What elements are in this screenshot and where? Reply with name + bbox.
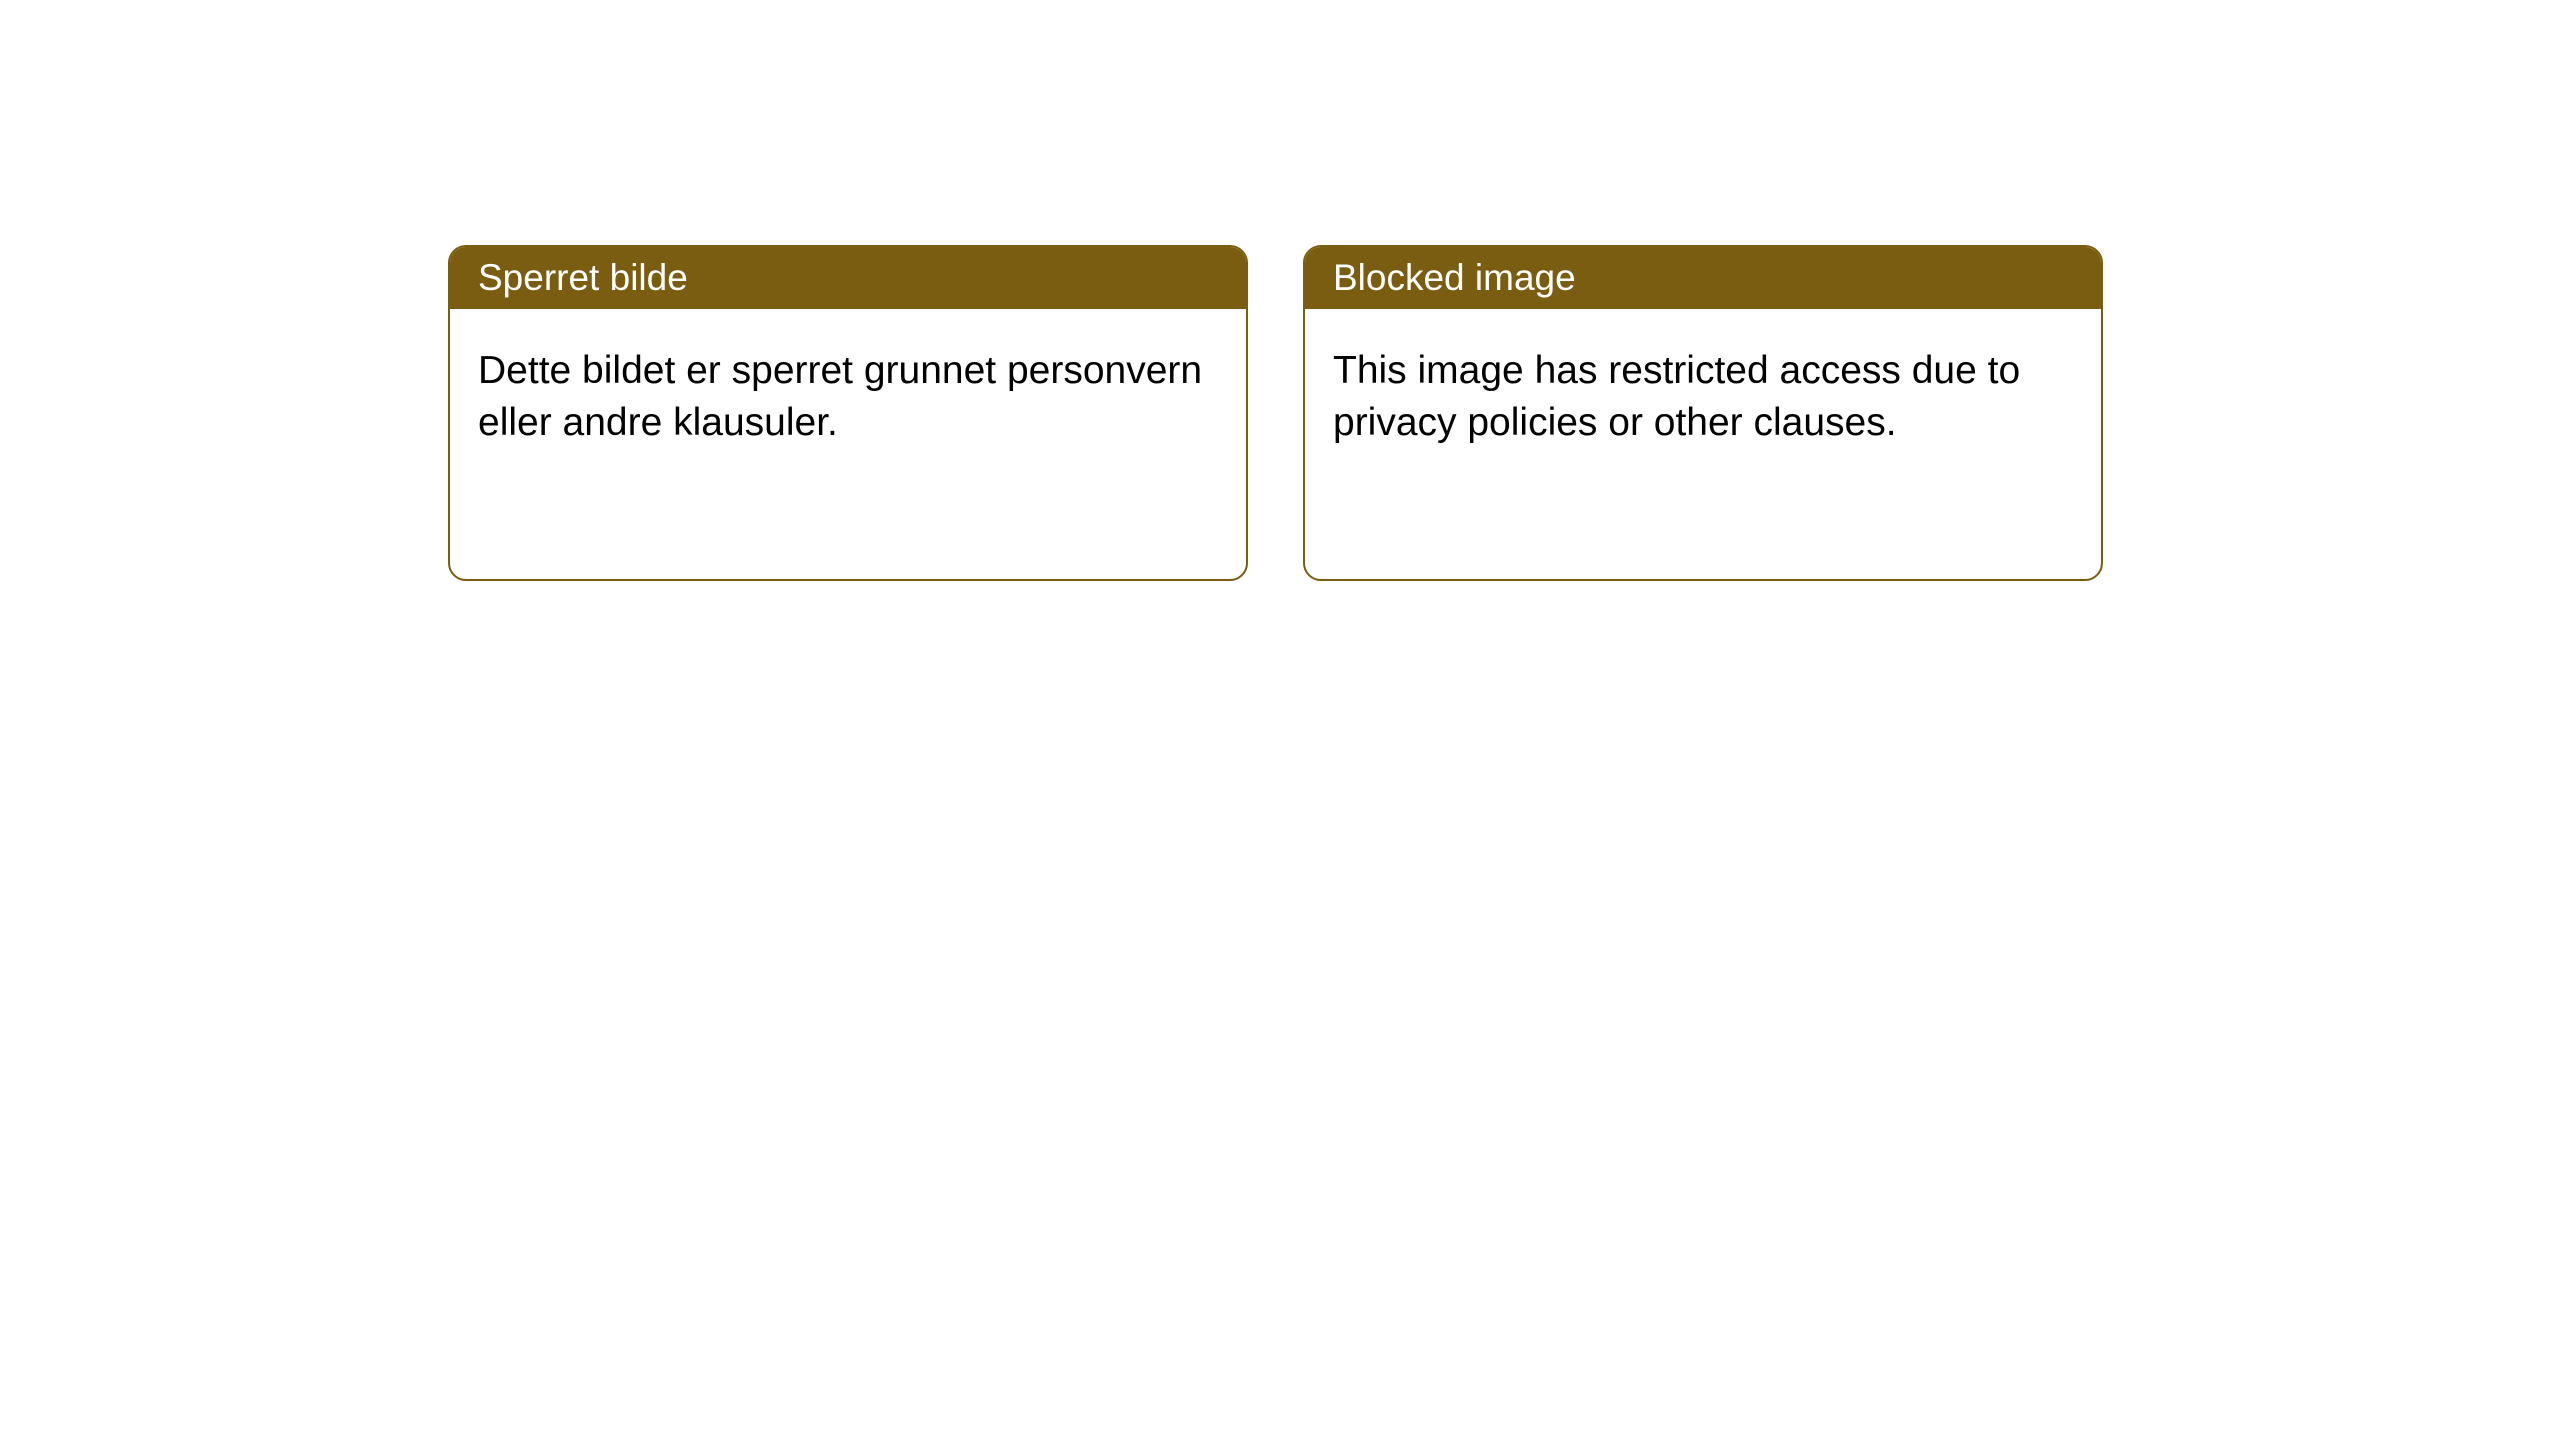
card-header-english: Blocked image xyxy=(1305,247,2101,309)
notice-card-english: Blocked image This image has restricted … xyxy=(1303,245,2103,581)
notice-cards-container: Sperret bilde Dette bildet er sperret gr… xyxy=(448,245,2103,581)
card-body-norwegian: Dette bildet er sperret grunnet personve… xyxy=(450,309,1246,579)
card-header-norwegian: Sperret bilde xyxy=(450,247,1246,309)
card-body-english: This image has restricted access due to … xyxy=(1305,309,2101,579)
notice-card-norwegian: Sperret bilde Dette bildet er sperret gr… xyxy=(448,245,1248,581)
